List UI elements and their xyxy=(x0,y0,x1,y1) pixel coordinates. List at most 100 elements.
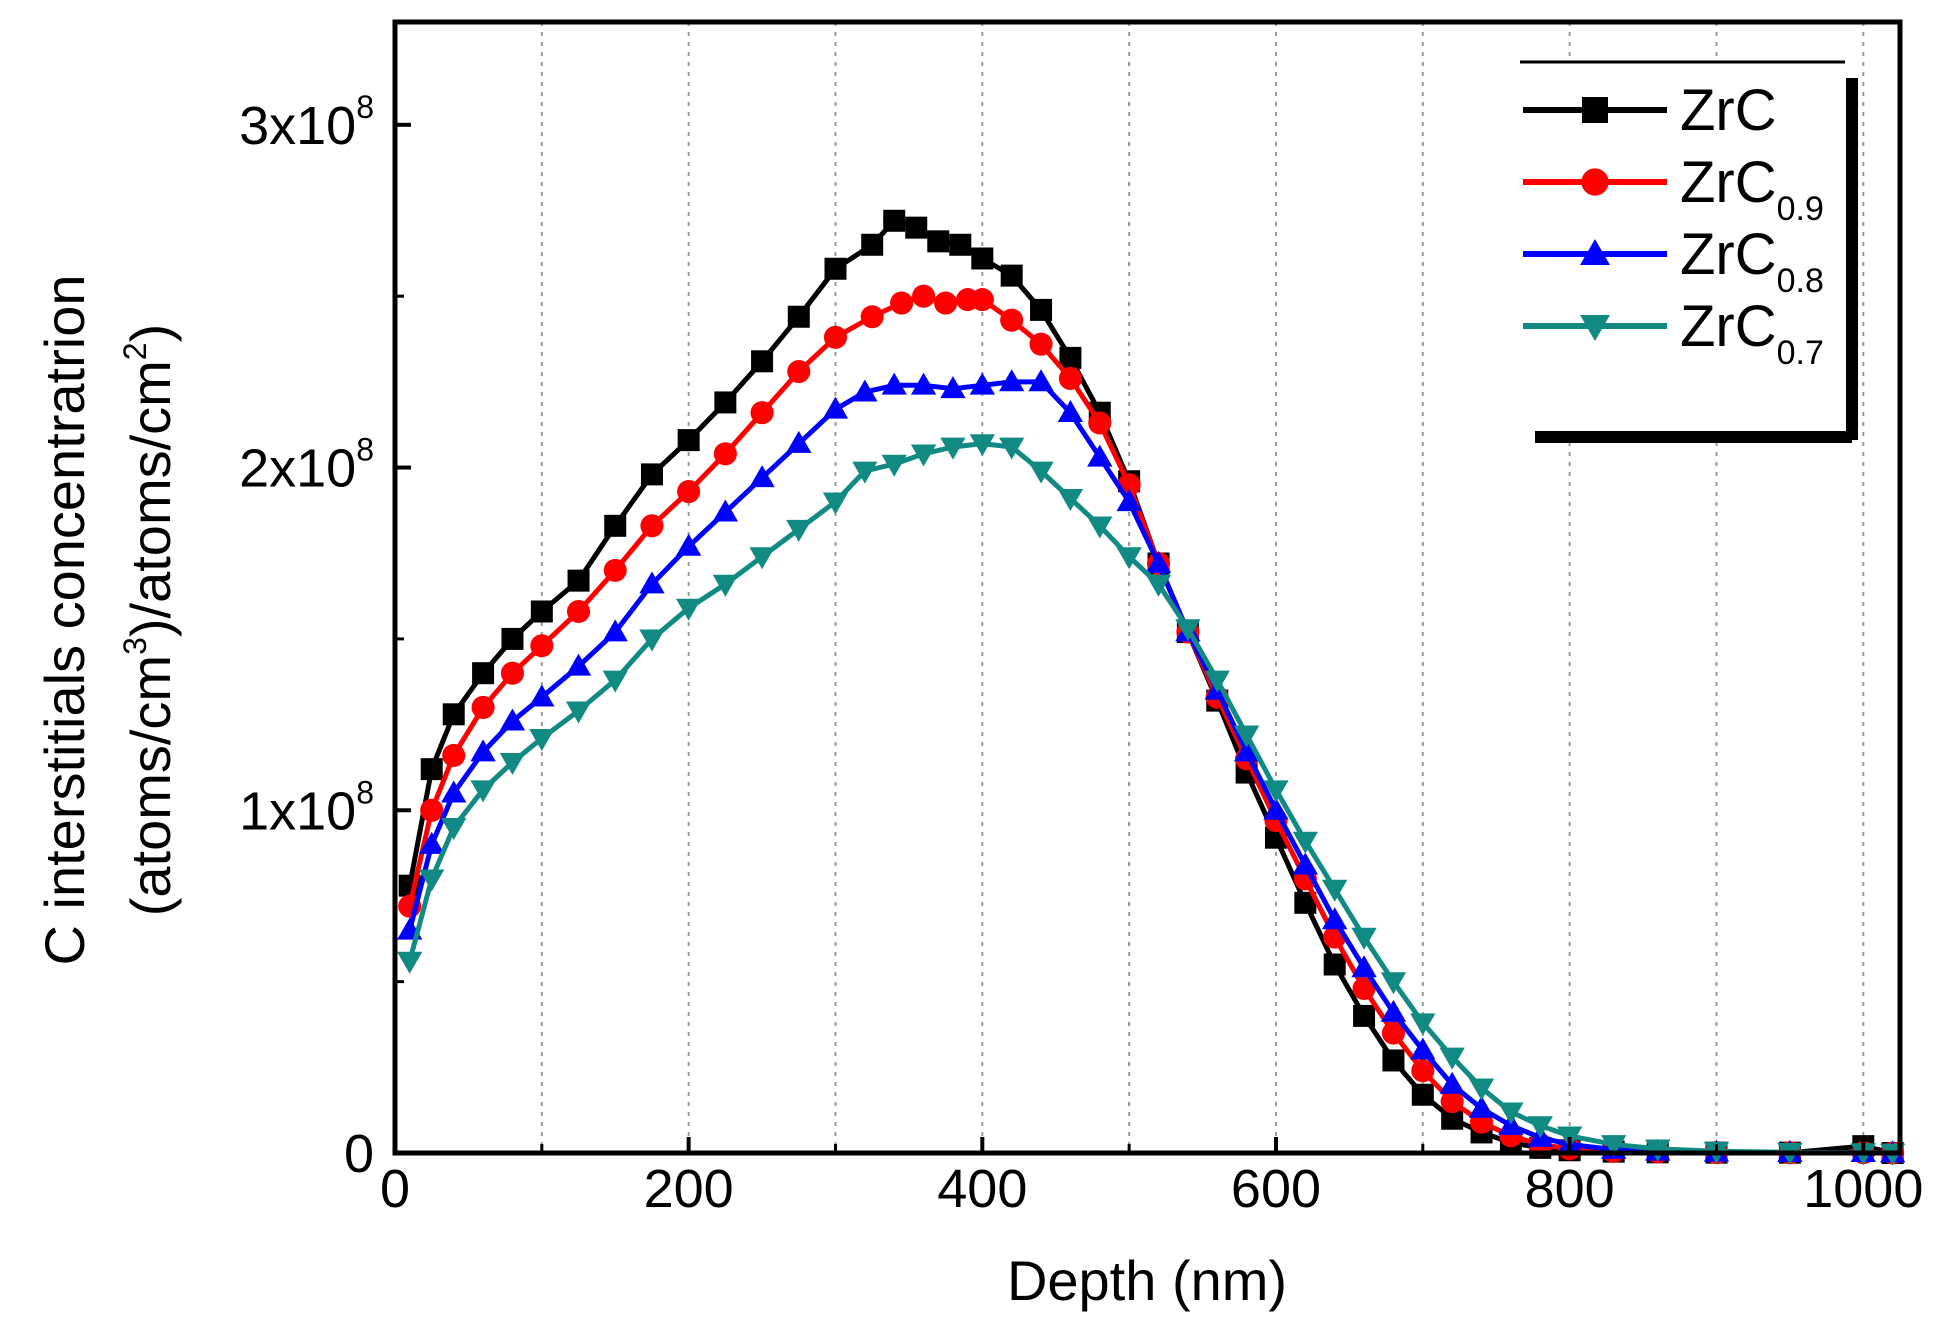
legend-item: ZrC0.8 xyxy=(1523,222,1824,300)
data-point xyxy=(441,818,467,841)
data-point xyxy=(1353,1004,1376,1027)
data-point xyxy=(639,629,665,652)
x-axis-title: Depth (nm) xyxy=(1007,1249,1287,1312)
data-point xyxy=(499,752,526,775)
data-point xyxy=(749,547,775,570)
data-point xyxy=(470,780,496,803)
data-point xyxy=(1380,999,1407,1022)
data-point xyxy=(881,372,907,395)
data-point xyxy=(501,627,524,650)
data-point xyxy=(603,558,627,582)
data-point xyxy=(786,519,812,542)
data-point xyxy=(712,574,739,597)
data-point xyxy=(970,288,994,312)
data-point xyxy=(1410,1013,1436,1036)
axis-ticks: 0 200 400 600 800 1000 0 1x108 2x108 3x108 xyxy=(239,89,1923,1219)
data-point xyxy=(1440,1090,1464,1114)
legend-label: ZrC0.7 xyxy=(1680,294,1824,372)
data-point xyxy=(852,379,878,402)
data-point xyxy=(1410,1037,1436,1060)
data-point xyxy=(565,653,592,676)
y-tick-label: 3x108 xyxy=(239,89,374,156)
legend-label: ZrC0.8 xyxy=(1680,222,1824,300)
data-point xyxy=(420,758,443,781)
data-point xyxy=(1292,831,1318,854)
data-point xyxy=(1441,1107,1464,1130)
data-point xyxy=(470,739,496,762)
data-point xyxy=(1351,927,1377,950)
legend-marker xyxy=(1581,168,1609,196)
data-point xyxy=(1058,366,1082,390)
data-point xyxy=(1351,955,1377,978)
legend-marker xyxy=(1580,239,1610,266)
data-point xyxy=(419,869,445,892)
data-point xyxy=(1204,670,1230,693)
data-point xyxy=(1263,780,1289,803)
legend-item: ZrC0.7 xyxy=(1523,294,1824,372)
data-point xyxy=(999,369,1025,392)
series-zrc08 xyxy=(397,369,1906,1163)
data-point xyxy=(822,396,849,419)
data-point xyxy=(787,360,811,384)
y-axis-title: C interstitials concentratrion (atoms/cm… xyxy=(33,275,182,966)
series-line xyxy=(407,379,1893,1156)
data-point xyxy=(1411,1083,1434,1106)
data-point xyxy=(971,247,994,270)
data-point xyxy=(604,514,627,537)
data-point xyxy=(529,728,555,751)
data-point xyxy=(529,684,555,707)
data-point xyxy=(530,634,554,658)
data-point xyxy=(940,376,966,399)
data-point xyxy=(949,233,972,256)
legend-label: ZrC xyxy=(1680,78,1777,143)
data-point xyxy=(442,743,466,767)
data-point xyxy=(852,461,878,484)
data-point xyxy=(1323,953,1346,976)
data-point xyxy=(749,465,775,488)
data-point xyxy=(1028,369,1054,392)
data-point xyxy=(969,372,995,395)
data-point xyxy=(1439,1071,1465,1094)
data-point xyxy=(751,350,774,373)
data-point xyxy=(1411,1059,1435,1083)
grid-lines xyxy=(540,22,1865,1153)
data-point xyxy=(1381,1021,1405,1045)
series-line xyxy=(407,218,1894,1156)
data-point xyxy=(1322,879,1348,902)
data-point xyxy=(676,598,702,621)
data-point xyxy=(823,325,848,349)
data-point xyxy=(1175,619,1201,642)
data-point xyxy=(1030,298,1053,321)
data-point xyxy=(602,670,628,693)
data-point xyxy=(530,600,553,623)
data-point xyxy=(471,695,495,720)
data-point xyxy=(1057,400,1084,423)
data-point xyxy=(750,401,774,425)
data-point xyxy=(1263,797,1289,820)
data-point xyxy=(1468,1078,1495,1101)
data-point xyxy=(786,430,812,453)
data-point xyxy=(640,514,664,538)
data-point xyxy=(822,492,849,515)
data-point xyxy=(1380,972,1407,995)
y-tick-label: 2x108 xyxy=(239,432,374,499)
data-point xyxy=(860,305,884,329)
data-point xyxy=(1028,461,1054,484)
data-point xyxy=(910,372,937,395)
data-point xyxy=(1352,976,1376,1001)
legend-label: ZrC0.9 xyxy=(1680,150,1824,228)
data-point xyxy=(420,798,444,822)
legend-item: ZrC0.9 xyxy=(1523,150,1824,228)
x-tick-label: 200 xyxy=(644,1159,734,1219)
data-point xyxy=(1233,725,1260,748)
data-point xyxy=(397,951,423,974)
data-point xyxy=(419,831,445,854)
data-point xyxy=(676,533,702,556)
y-tick-label: 0 xyxy=(344,1124,374,1184)
data-point xyxy=(602,619,628,642)
data-point xyxy=(566,599,591,624)
data-point xyxy=(565,701,592,724)
data-point xyxy=(890,291,914,315)
x-tick-label: 0 xyxy=(380,1159,410,1219)
data-point xyxy=(905,216,928,239)
